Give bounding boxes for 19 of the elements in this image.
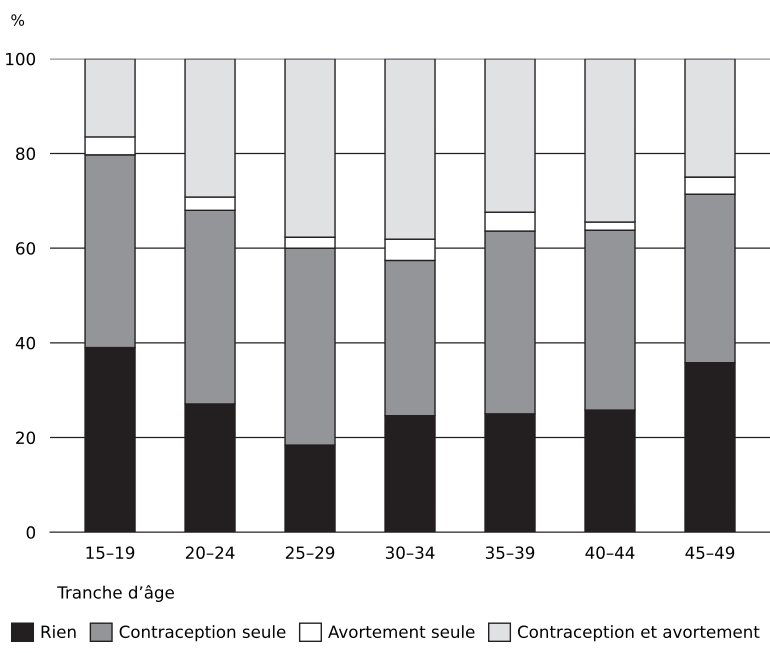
- legend-label: Avortement seule: [328, 625, 474, 638]
- x-tick-label: 25–29: [286, 546, 334, 559]
- legend-label: Contraception et avortement: [518, 625, 760, 642]
- legend-label: Rien: [42, 625, 76, 638]
- x-tick-label: 35–39: [486, 546, 534, 559]
- y-tick-label: 0: [26, 526, 36, 539]
- x-tick-label: 20–24: [186, 546, 234, 559]
- x-axis-title: Tranche d’âge: [57, 585, 174, 602]
- x-tick-label: 40–44: [585, 546, 634, 559]
- y-tick-label: 20: [16, 431, 36, 444]
- x-tick-label: 15–19: [86, 546, 134, 559]
- x-tick-label: 45–49: [685, 546, 734, 559]
- x-tick-label: 30–34: [386, 546, 434, 559]
- y-tick-label: 60: [16, 242, 36, 255]
- y-axis-title: %: [11, 14, 24, 26]
- legend-label: Contraception seule: [120, 625, 286, 642]
- y-tick-label: 100: [6, 52, 36, 66]
- y-tick-label: 80: [16, 147, 36, 160]
- y-tick-label: 40: [16, 336, 36, 350]
